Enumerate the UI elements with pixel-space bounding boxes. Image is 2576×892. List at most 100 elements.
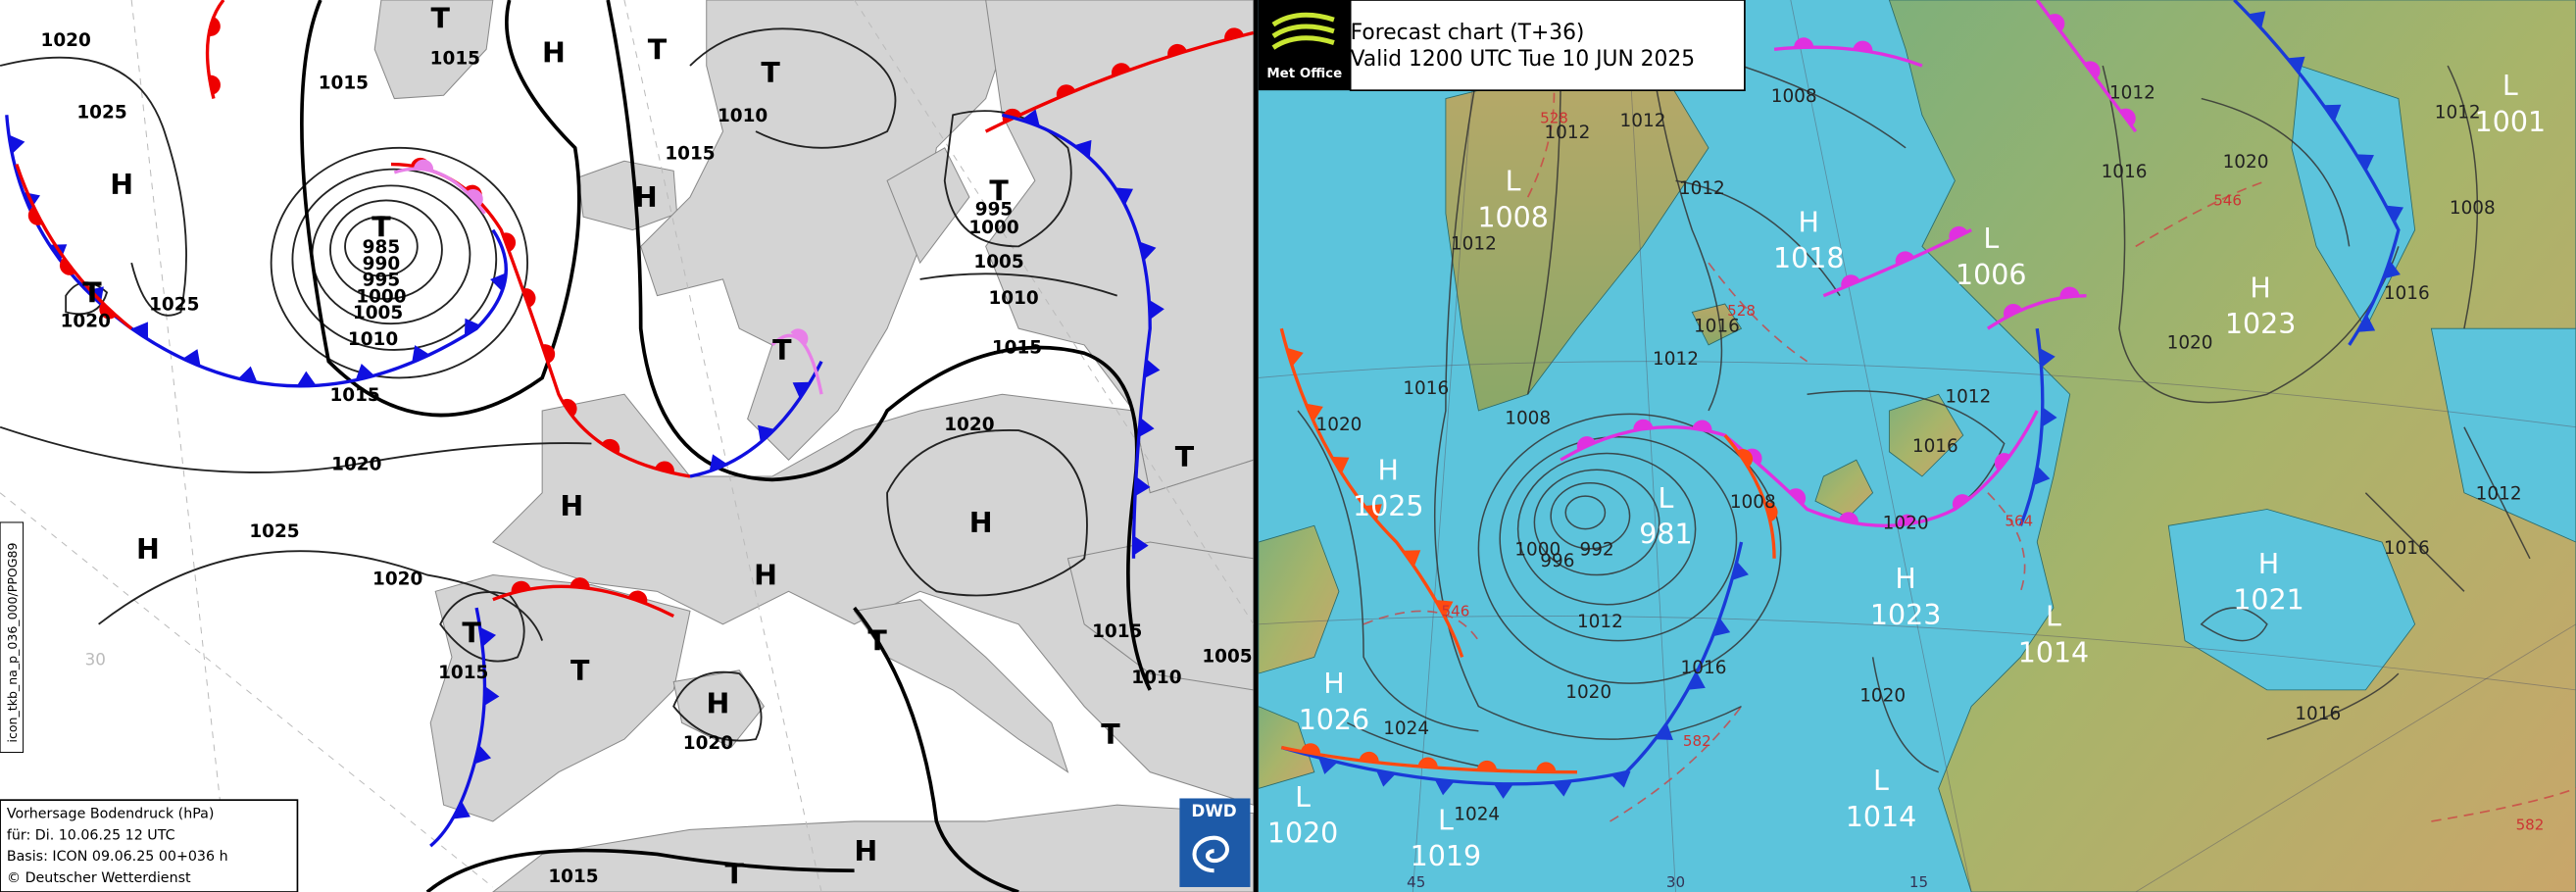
front-symbol (483, 685, 500, 707)
front-symbol (1112, 63, 1131, 76)
pressure-centre: H (634, 181, 658, 214)
isobar-label: 1025 (249, 521, 299, 542)
isobar-label: 1020 (683, 733, 733, 754)
isobar-label: 1020 (1565, 682, 1611, 703)
isobar-label: 1008 (2450, 198, 2496, 219)
front (492, 584, 674, 618)
front-symbol (502, 232, 517, 252)
centre-value: 1008 (1477, 201, 1548, 233)
isobar-label: 1020 (1883, 514, 1929, 534)
front-symbol (131, 322, 149, 340)
metoffice-logo-lines (1271, 12, 1335, 50)
isobar-label: 1000 (356, 286, 406, 307)
front (2233, 0, 2401, 346)
isobar-label: 1000 (968, 218, 1018, 238)
isobar-label: 990 (363, 254, 400, 274)
front-symbol (414, 159, 434, 172)
isobar-label: 1016 (2384, 538, 2430, 559)
isobar-label: 1016 (1694, 317, 1740, 337)
isobar-label: 1024 (1383, 719, 1429, 739)
isobar-label: 1012 (1945, 387, 1991, 408)
labels: L 1008 H 1018 L 1006 H 1023 L 1001 H 1025 L 981 H 1023 L… (1267, 70, 2546, 891)
isobar-label: 1020 (1316, 415, 1362, 435)
front-symbol (1493, 783, 1513, 799)
pressure-centre: H (707, 687, 730, 719)
grid (0, 0, 1255, 892)
pressure-centre: H (754, 560, 777, 592)
grid-label: 30 (1666, 873, 1685, 891)
isobar-label: 1015 (992, 337, 1042, 358)
isobar-label: 1020 (1859, 686, 1906, 707)
front-symbol (1149, 299, 1164, 320)
front-symbol (792, 381, 811, 399)
front-symbol (790, 328, 809, 345)
pressure-centre: H (969, 507, 993, 539)
front-symbol (541, 344, 556, 364)
front-symbol (1134, 476, 1151, 497)
pressure-centre: H (854, 835, 877, 867)
front-symbol (1655, 722, 1673, 741)
front-symbol (1576, 436, 1597, 451)
metoffice-logo-text: Met Office (1266, 67, 1342, 81)
pressure-centre: T (725, 859, 745, 891)
centre-letter: L (2502, 70, 2518, 102)
centre-letter: H (1378, 454, 1399, 486)
pressure-centre: H (560, 490, 583, 522)
centre-letter: H (1895, 563, 1915, 595)
front-symbol (570, 577, 590, 589)
front-symbol (1853, 40, 1873, 53)
front-symbol (2059, 286, 2080, 298)
pressure-centre: H (542, 37, 566, 70)
front (1280, 541, 1744, 786)
centre-letter: L (1438, 804, 1454, 836)
front-symbol (59, 257, 76, 275)
front-symbol (464, 318, 481, 336)
front-symbol (1737, 449, 1754, 468)
pressure-centre: T (372, 211, 391, 243)
front-symbol (1841, 274, 1860, 289)
isobar-label: 1015 (438, 663, 488, 683)
isobar-label: 1020 (41, 30, 91, 51)
front-symbol (412, 345, 430, 364)
pressure-centre: T (648, 33, 668, 66)
isobar-label: 1012 (1620, 111, 1666, 131)
front-symbol (2084, 61, 2101, 79)
front-symbol (1692, 420, 1712, 432)
front-symbol (49, 244, 68, 262)
pressure-centre: T (1101, 719, 1120, 751)
front (2035, 0, 2138, 133)
front-symbol (709, 454, 728, 472)
front (15, 164, 133, 330)
front-symbol (627, 590, 648, 605)
metoffice-panel: L 1008 H 1018 L 1006 H 1023 L 1001 H 1025 L 981 H 1023 L… (1258, 0, 2576, 892)
pressure-centre: T (989, 174, 1009, 207)
centre-letter: L (1659, 482, 1674, 515)
side-label: icon_tkb_na_p_036_000/PPOG89 (5, 543, 20, 743)
front-symbol (208, 74, 221, 95)
dwd-logo-text: DWD (1191, 801, 1236, 820)
centre-value: 1014 (1846, 801, 1916, 833)
isobar-label: 996 (1540, 551, 1574, 571)
isobar-label: 1008 (1505, 408, 1551, 428)
front-symbol (601, 438, 620, 455)
isobar-label: 1016 (2102, 162, 2148, 182)
grid-label: 45 (1407, 873, 1425, 891)
thickness-label: 564 (2005, 512, 2033, 529)
thickness-label: 528 (1540, 110, 1568, 127)
title: Forecast chart (T+36) (1351, 21, 1585, 45)
centre-value: 1014 (2018, 636, 2089, 669)
centre-value: 1023 (2225, 308, 2296, 340)
front-symbol (1952, 494, 1971, 511)
isobar-label: 1020 (2167, 332, 2213, 353)
isobar-label: 1012 (1544, 123, 1590, 143)
side-box (0, 521, 25, 754)
isobar-label: 1012 (1451, 234, 1497, 255)
front-symbol (27, 206, 43, 225)
isobar-label: 1016 (2295, 704, 2341, 724)
front-symbol (1435, 600, 1454, 618)
front-symbol (2042, 407, 2057, 427)
grid-label: 30 (85, 650, 106, 669)
front-symbol (1687, 671, 1706, 690)
front-symbol (1731, 561, 1749, 581)
